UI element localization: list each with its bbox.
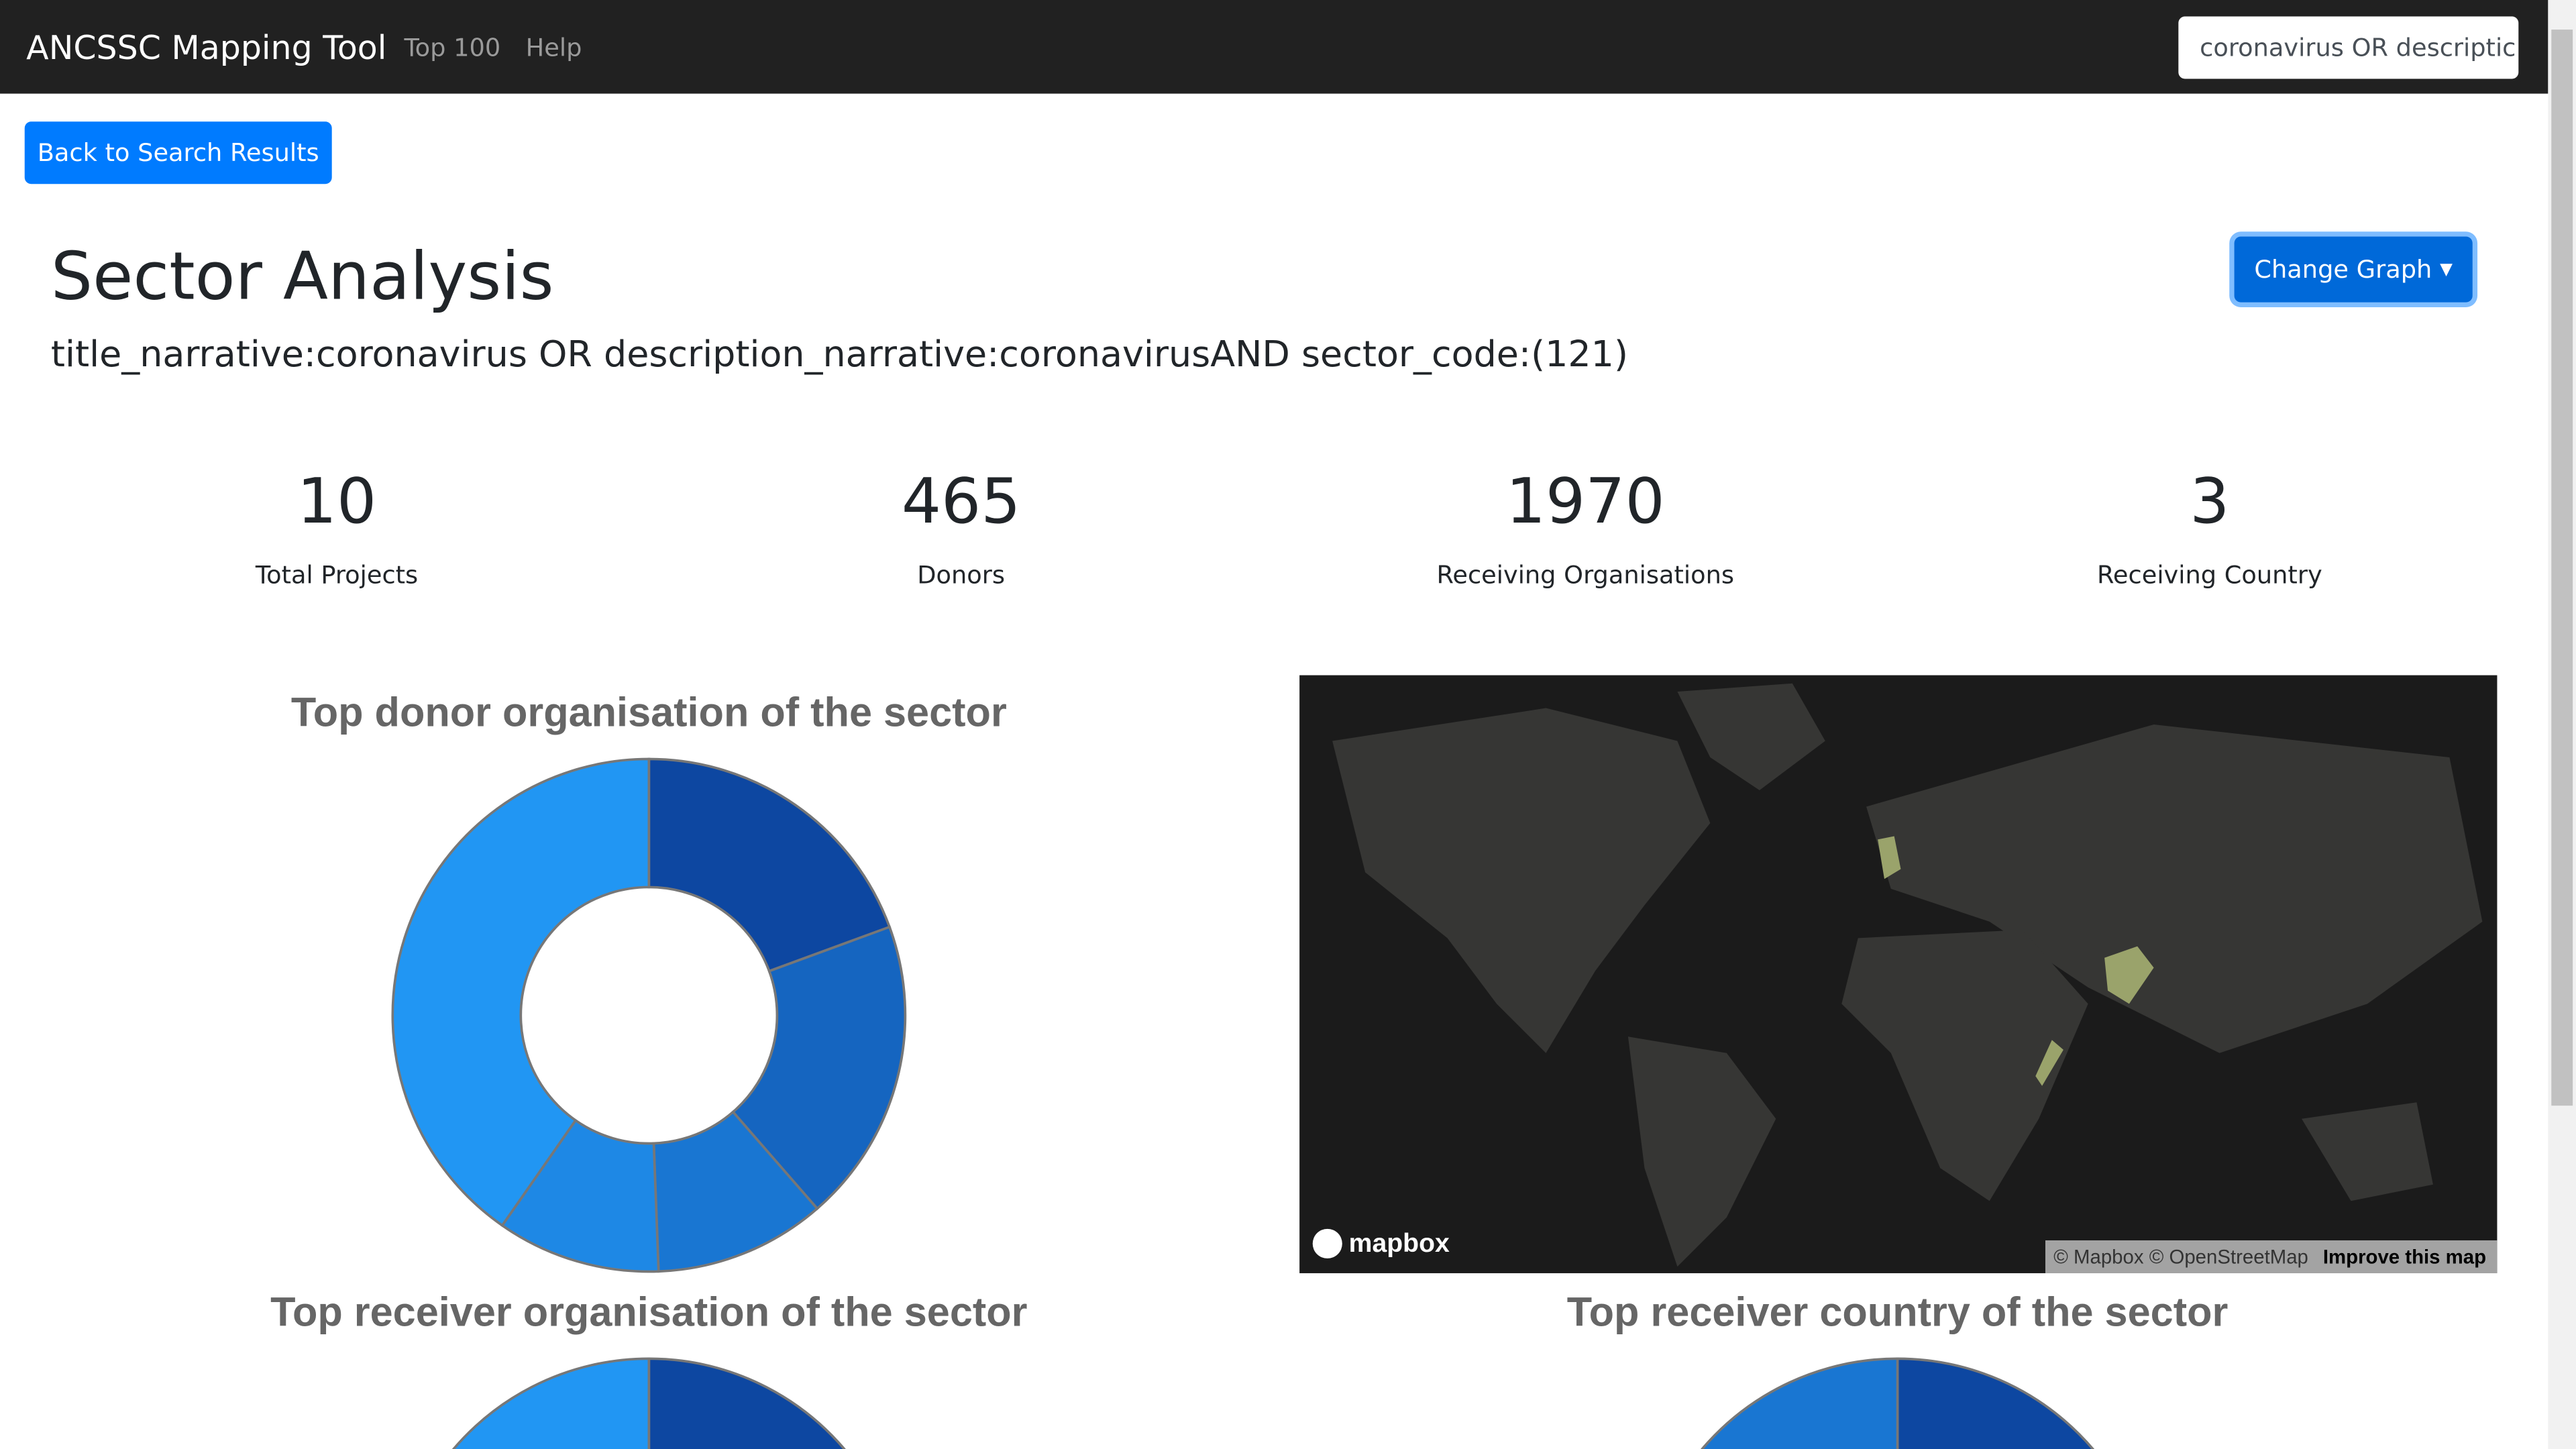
land (1332, 708, 1711, 1053)
button-label: Change Graph (2254, 254, 2432, 284)
land (2302, 1102, 2433, 1201)
map-shapes: mapbox © Mapbox © OpenStreetMap Improve … (1312, 683, 2498, 1273)
land (1677, 683, 1825, 790)
slice (500, 1118, 660, 1273)
stat-value: 10 (297, 465, 377, 537)
mapbox-logo: mapbox (1349, 1229, 1450, 1258)
slice (652, 1110, 819, 1273)
map[interactable]: mapbox © Mapbox © OpenStreetMap Improve … (1299, 675, 2498, 1273)
scrollbar-thumb[interactable] (2551, 30, 2573, 1106)
improve-link[interactable]: Improve this map (2323, 1246, 2486, 1268)
attribution-bg (2045, 1240, 2498, 1273)
chart-title: Top receiver organisation of the sector (270, 1289, 1028, 1336)
slice (1896, 1357, 2095, 1449)
scrollbar (2548, 0, 2576, 1449)
query: title_narrative:coronavirus OR descripti… (50, 335, 1628, 376)
navbar: ANCSSC Mapping Tool Top 100 Help coronav… (0, 0, 2548, 94)
brand[interactable]: ANCSSC Mapping Tool (26, 28, 387, 68)
search-input[interactable]: coronavirus OR descriptic (2178, 16, 2519, 79)
land (1841, 930, 2088, 1201)
stat-label: Receiving Country (2097, 560, 2322, 590)
land (1866, 724, 2483, 1053)
slice (647, 1357, 846, 1449)
stat-value: 3 (2190, 465, 2230, 537)
caret: ▼ (2440, 260, 2453, 279)
slice (1701, 1357, 1899, 1449)
highlight (1878, 836, 1901, 879)
stat-label: Donors (917, 560, 1006, 590)
heading: Sector Analysis (50, 239, 554, 316)
slice (731, 925, 907, 1211)
search-text: coronavirus OR descriptic (2200, 32, 2516, 63)
chart-title: Top donor organisation of the sector (290, 690, 1007, 737)
chart-title: Top receiver country of the sector (1566, 1289, 2229, 1336)
highlight (2035, 1040, 2063, 1086)
slice (451, 1357, 651, 1449)
slice (391, 757, 651, 1228)
stat-label: Total Projects (255, 560, 419, 590)
slice (647, 757, 892, 973)
mapbox-icon (1312, 1228, 1342, 1258)
nav-link[interactable]: Top 100 (404, 32, 501, 63)
stat-value: 1970 (1505, 465, 1665, 537)
nav-link[interactable]: Help (525, 32, 582, 63)
back-button[interactable]: Back to Search Results (24, 121, 332, 184)
attribution[interactable]: © Mapbox © OpenStreetMap (2053, 1246, 2308, 1268)
stat-label: Receiving Organisations (1436, 560, 1735, 590)
stat-value: 465 (901, 465, 1021, 537)
land (1627, 1036, 1776, 1267)
highlight (2104, 946, 2154, 1004)
change-graph-button[interactable]: Change Graph ▼ (2234, 236, 2473, 303)
